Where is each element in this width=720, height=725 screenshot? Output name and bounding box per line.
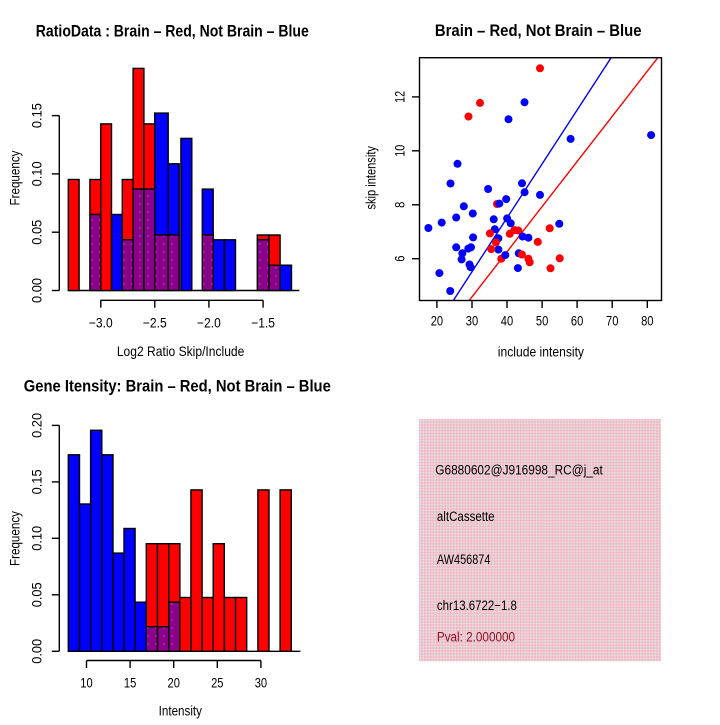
svg-text:10: 10 [80,676,92,691]
svg-text:−2.0: −2.0 [197,316,221,331]
svg-text:AW456874: AW456874 [437,552,491,567]
svg-text:0.10: 0.10 [30,526,45,551]
svg-text:skip intensity: skip intensity [363,146,379,210]
svg-text:include intensity: include intensity [498,344,584,360]
svg-text:0.10: 0.10 [30,161,45,186]
svg-text:15: 15 [124,676,136,691]
svg-text:Log2 Ratio Skip/Include: Log2 Ratio Skip/Include [117,343,245,359]
svg-text:30: 30 [466,313,478,328]
svg-text:−2.5: −2.5 [143,316,167,331]
svg-text:10: 10 [393,145,408,157]
svg-text:Brain – Red, Not Brain – Blue: Brain – Red, Not Brain – Blue [435,21,642,40]
svg-text:0.00: 0.00 [30,639,45,664]
svg-text:40: 40 [501,313,513,328]
svg-text:25: 25 [211,676,223,691]
svg-text:RatioData : Brain – Red, Not B: RatioData : Brain – Red, Not Brain – Blu… [36,21,309,40]
svg-text:50: 50 [536,313,548,328]
svg-text:Gene Itensity: Brain – Red, No: Gene Itensity: Brain – Red, Not Brain – … [24,376,331,395]
svg-text:0.05: 0.05 [30,220,45,245]
svg-text:Frequency: Frequency [7,151,23,206]
svg-text:Frequency: Frequency [7,511,23,566]
svg-text:6: 6 [393,256,408,262]
svg-text:20: 20 [168,676,180,691]
svg-text:G6880602@J916998_RC@j_at: G6880602@J916998_RC@j_at [435,463,603,478]
svg-text:Intensity: Intensity [159,703,202,719]
svg-text:−3.0: −3.0 [89,316,113,331]
svg-text:80: 80 [641,313,653,328]
svg-text:chr13.6722−1.8: chr13.6722−1.8 [437,598,517,613]
svg-text:0.05: 0.05 [30,582,45,607]
svg-text:0.15: 0.15 [30,103,45,128]
svg-text:0.20: 0.20 [30,413,45,438]
svg-text:altCassette: altCassette [437,509,495,524]
svg-text:70: 70 [606,313,618,328]
svg-text:20: 20 [431,313,443,328]
svg-text:60: 60 [571,313,583,328]
svg-text:8: 8 [393,202,408,208]
svg-text:0.15: 0.15 [30,469,45,494]
svg-text:−1.5: −1.5 [251,316,275,331]
svg-text:Pval: 2.000000: Pval: 2.000000 [437,630,515,645]
svg-text:12: 12 [393,91,408,103]
svg-text:0.00: 0.00 [30,278,45,303]
svg-text:30: 30 [255,676,267,691]
